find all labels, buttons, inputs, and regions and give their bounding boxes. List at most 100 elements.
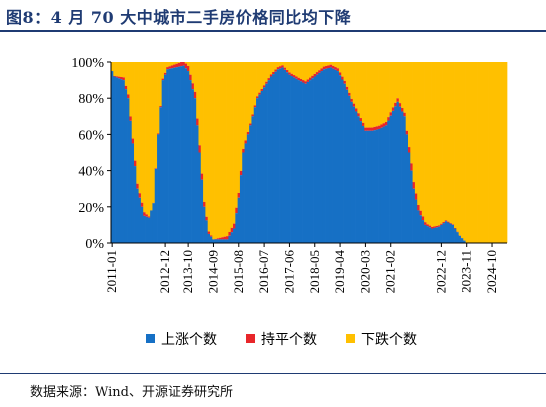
y-tick-label: 80% (78, 92, 104, 107)
bar-segment-up (355, 111, 358, 244)
bar-segment-down (375, 62, 379, 127)
bar-segment-down (198, 62, 202, 146)
month-column (433, 62, 436, 243)
month-column (205, 62, 209, 243)
bar-segment-flat (348, 92, 351, 96)
month-column (437, 62, 441, 243)
bar-segment-down (371, 62, 374, 128)
bar-segment-down (168, 62, 172, 67)
legend-swatch (246, 334, 255, 343)
bar-segment-down (454, 62, 457, 228)
legend-item: 下跌个数 (346, 332, 417, 348)
bar-segment-flat (279, 66, 282, 69)
month-column (467, 62, 471, 243)
bar-segment-flat (182, 62, 186, 66)
bar-segment-down (470, 62, 473, 243)
bar-segment-down (177, 62, 181, 63)
month-column (361, 62, 365, 243)
bar-segment-down (451, 62, 455, 225)
bar-segment-up (417, 210, 420, 243)
bar-segment-flat (177, 62, 181, 67)
bar-segment-flat (180, 62, 183, 67)
bar-segment-flat (322, 66, 326, 70)
x-tick-label: 2017-06 (281, 250, 296, 294)
month-column (221, 62, 225, 243)
month-column (348, 62, 351, 243)
bar-segment-down (281, 62, 285, 66)
bar-segment-flat (145, 214, 149, 217)
bar-segment-up (357, 116, 361, 243)
bar-segment-flat (140, 202, 144, 207)
month-column (134, 62, 137, 243)
chart-title: 图8：4 月 70 大中城市二手房价格同比均下降 (6, 8, 352, 27)
bar-segment-down (265, 62, 268, 82)
bar-segment-up (352, 106, 356, 243)
bar-segment-flat (297, 77, 301, 81)
bar-segment-down (431, 62, 434, 227)
bar-segment-down (219, 62, 222, 238)
bar-segment-flat (421, 216, 425, 221)
source-divider (0, 373, 546, 374)
month-column (279, 62, 282, 244)
bar-segment-down (304, 62, 308, 82)
bar-segment-flat (138, 193, 142, 198)
bar-segment-flat (366, 127, 370, 131)
month-column (355, 62, 358, 244)
bar-segment-flat (260, 89, 264, 91)
bar-segment-flat (122, 77, 126, 81)
bar-segment-flat (345, 86, 349, 90)
bar-segment-flat (299, 78, 303, 82)
bar-segment-down (320, 62, 324, 69)
bar-segment-up (281, 67, 285, 244)
x-tick-label: 2015-08 (231, 250, 246, 293)
bar-segment-up (212, 239, 215, 243)
bar-segment-down (396, 62, 400, 99)
bar-segment-up (458, 235, 462, 243)
bar-segment-up (433, 227, 436, 243)
bar-segment-up (244, 143, 248, 243)
legend-label: 上涨个数 (161, 332, 217, 348)
month-column (177, 62, 181, 243)
bar-segment-down (488, 62, 492, 243)
bar-segment-flat (288, 72, 291, 75)
month-column (384, 62, 388, 243)
bar-segment-down (435, 62, 439, 226)
bar-segment-up (401, 111, 404, 244)
month-column (352, 62, 356, 243)
bar-segment-down (417, 62, 420, 205)
bar-segment-down (334, 62, 337, 68)
bar-segment-up (373, 130, 377, 243)
bar-segment-flat (221, 237, 225, 240)
bar-segment-up (421, 220, 425, 243)
bar-segment-down (493, 62, 496, 243)
month-column (292, 62, 296, 243)
month-column (237, 62, 241, 243)
bar-segment-up (131, 143, 135, 243)
bar-segment-flat (117, 76, 121, 79)
bar-segment-down (440, 62, 443, 224)
bar-segment-down (332, 62, 335, 66)
bar-segment-down (127, 62, 130, 95)
bar-segment-down (129, 62, 133, 117)
bar-segment-flat (336, 68, 340, 72)
month-column (242, 62, 245, 243)
bar-segment-down (216, 62, 220, 239)
month-column (334, 62, 337, 243)
bar-segment-down (189, 62, 192, 75)
bar-segment-down (313, 62, 317, 74)
bar-segment-up (364, 130, 367, 243)
bar-segment-flat (184, 63, 188, 69)
bar-segment-flat (396, 98, 400, 102)
x-tick-label: 2012-12 (157, 250, 172, 293)
bar-segment-up (166, 69, 169, 243)
bar-segment-down (497, 62, 501, 243)
month-column (378, 62, 381, 243)
bar-segment-flat (394, 102, 397, 107)
bar-segment-flat (350, 98, 354, 102)
month-column (276, 62, 280, 243)
bar-segment-flat (216, 238, 220, 240)
bar-segment-down (143, 62, 146, 213)
month-column (235, 62, 238, 243)
bar-segment-up (274, 71, 278, 243)
bar-segment-down (173, 62, 176, 65)
